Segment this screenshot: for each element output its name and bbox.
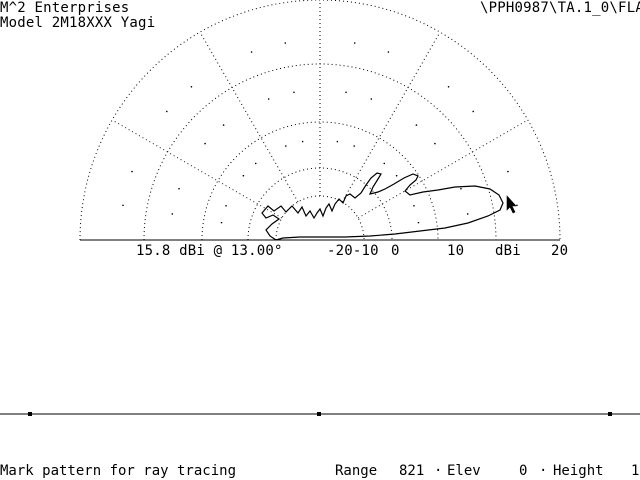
- grid-spoke: [341, 31, 441, 203]
- range-label: Range: [335, 463, 378, 479]
- separator-tick-right: [608, 412, 612, 416]
- grid-dot: [220, 221, 223, 224]
- elev-label: Elev: [447, 463, 481, 479]
- grid-dot: [472, 110, 475, 113]
- grid-dot: [122, 204, 124, 207]
- grid-dot: [284, 145, 287, 147]
- grid-dot: [267, 98, 270, 100]
- elev-separator-dot: ·: [539, 463, 548, 479]
- scale-label-zero: 0: [391, 243, 400, 259]
- separator-tick-middle: [317, 412, 321, 416]
- pattern-trace: [261, 172, 504, 241]
- grid-dot: [353, 145, 356, 147]
- grid-dot: [415, 124, 418, 126]
- grid-dot: [222, 124, 225, 126]
- grid-dot: [190, 85, 193, 88]
- grid-dot: [353, 42, 356, 44]
- grid-dot: [204, 142, 206, 145]
- grid-dot: [225, 204, 227, 207]
- height-value[interactable]: 1: [631, 463, 640, 479]
- status-hint: Mark pattern for ray tracing: [0, 463, 237, 479]
- grid-spoke: [357, 119, 529, 219]
- grid-dot: [254, 162, 257, 165]
- grid-dot: [507, 170, 509, 173]
- grid-dot: [250, 51, 253, 53]
- grid-dot: [413, 204, 415, 207]
- scale-label-ten: 10: [447, 243, 465, 259]
- grid-dot: [417, 221, 420, 224]
- range-separator-dot: ·: [434, 463, 443, 479]
- elev-value[interactable]: 0: [519, 463, 528, 479]
- grid-spoke: [199, 31, 299, 203]
- grid-dot: [447, 85, 450, 88]
- grid-dot: [466, 213, 469, 215]
- grid-dot: [178, 187, 180, 190]
- height-label: Height: [553, 463, 604, 479]
- grid-ring: [79, 0, 561, 241]
- polar-grid: [79, 0, 561, 241]
- grid-dot: [293, 91, 295, 94]
- mouse-pointer-icon: [506, 195, 517, 214]
- grid-dot: [395, 174, 398, 177]
- grid-dot: [171, 213, 174, 215]
- grid-dot: [370, 98, 373, 100]
- grid-dot: [387, 51, 390, 53]
- grid-spoke: [111, 119, 283, 219]
- grid-dot: [165, 110, 168, 113]
- model-title: Model 2M18XXX Yagi: [0, 15, 156, 31]
- grid-dot: [242, 174, 245, 177]
- grid-dot: [383, 162, 386, 165]
- company-title: M^2 Enterprises: [0, 0, 130, 16]
- scale-label-neg: -20-10: [327, 243, 379, 259]
- grid-dot: [336, 140, 339, 143]
- grid-ring: [143, 63, 497, 241]
- grid-ring: [275, 195, 365, 241]
- scale-label-twenty: 20: [551, 243, 569, 259]
- range-value[interactable]: 821: [399, 463, 425, 479]
- grid-dot: [284, 42, 287, 44]
- file-path: \PPH0987\TA.1_0\FLAT: [480, 0, 640, 16]
- grid-dot: [345, 91, 347, 94]
- grid-dot: [516, 204, 518, 207]
- peak-readout: 15.8 dBi @ 13.00°: [136, 243, 283, 259]
- radiation-pattern: [261, 172, 504, 241]
- scale-label-unit: dBi: [495, 243, 521, 259]
- grid-dot: [434, 142, 436, 145]
- grid-dot: [301, 140, 304, 143]
- separator-tick-left: [28, 412, 32, 416]
- grid-dot: [460, 187, 462, 190]
- grid-dot: [131, 170, 133, 173]
